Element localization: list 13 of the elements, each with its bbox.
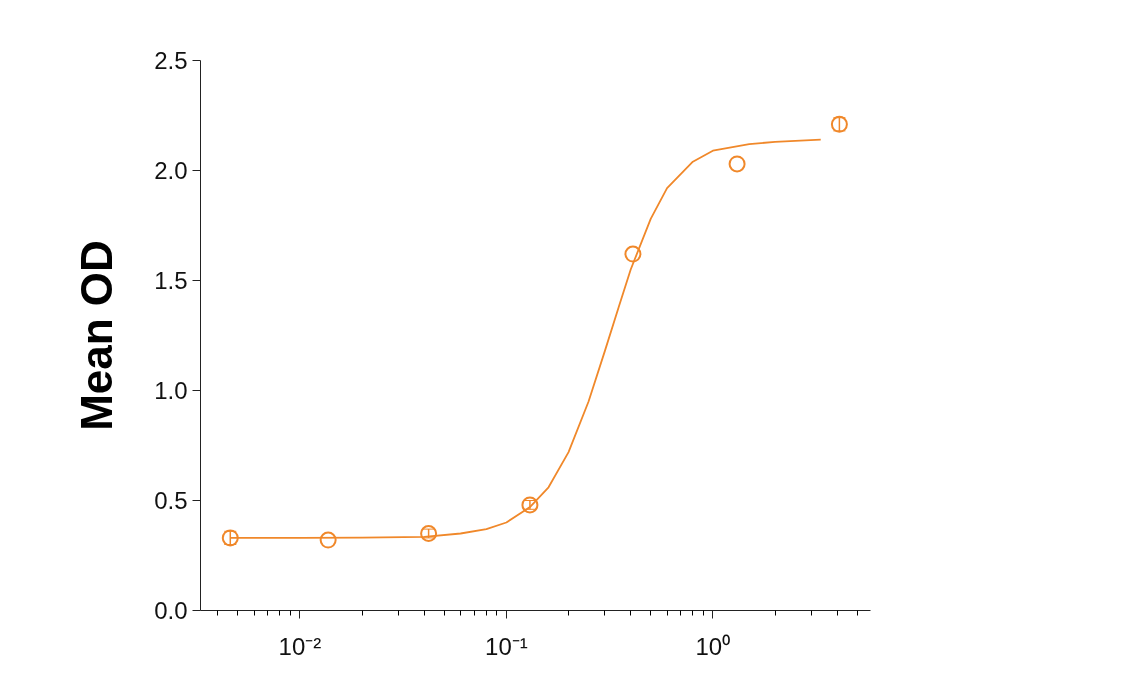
y-tick-label: 1.5 xyxy=(154,267,188,294)
y-tick-label: 0.0 xyxy=(154,597,188,624)
x-tick-label: 10⁰ xyxy=(695,632,731,660)
y-tick-label: 1.0 xyxy=(154,377,188,404)
point xyxy=(728,155,746,173)
x-tick-label: 10⁻¹ xyxy=(485,632,528,660)
y-tick-label: 0.5 xyxy=(154,487,188,514)
y-tick-label: 2.5 xyxy=(154,47,188,74)
x-tick-label: 10⁻² xyxy=(278,632,322,660)
point xyxy=(319,531,337,549)
y-axis-title: Mean OD xyxy=(72,240,122,431)
y-tick-label: 2.0 xyxy=(154,157,188,184)
point xyxy=(624,245,642,263)
